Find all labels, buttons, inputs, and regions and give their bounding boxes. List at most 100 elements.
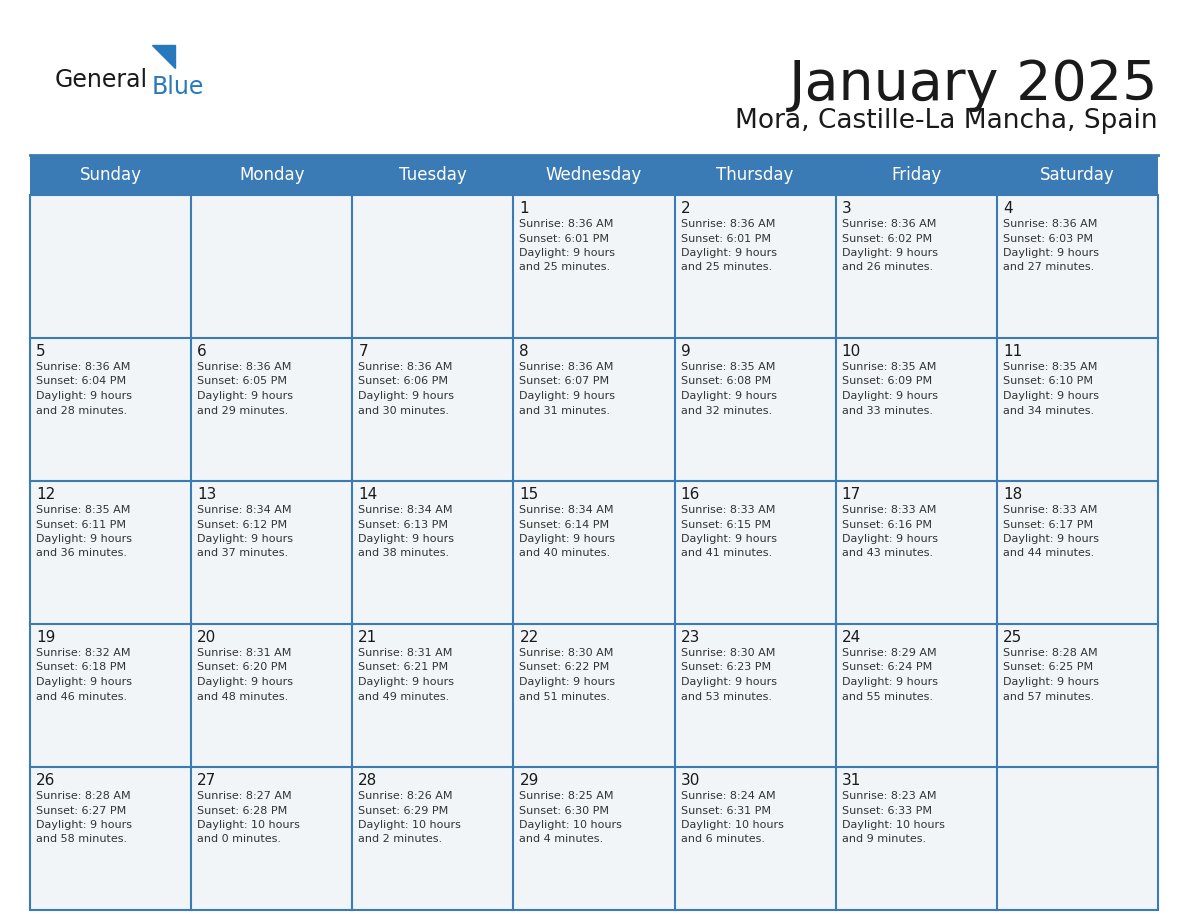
- Text: Sunset: 6:08 PM: Sunset: 6:08 PM: [681, 376, 771, 386]
- Bar: [353, 624, 513, 767]
- Text: Daylight: 10 hours: Daylight: 10 hours: [842, 820, 944, 830]
- Text: Sunset: 6:14 PM: Sunset: 6:14 PM: [519, 520, 609, 530]
- Text: 15: 15: [519, 487, 538, 502]
- Text: Sunrise: 8:32 AM: Sunrise: 8:32 AM: [36, 648, 131, 658]
- Text: Sunrise: 8:30 AM: Sunrise: 8:30 AM: [519, 648, 614, 658]
- Text: 24: 24: [842, 630, 861, 645]
- Bar: [513, 624, 675, 767]
- Text: Daylight: 9 hours: Daylight: 9 hours: [359, 677, 454, 687]
- Text: 20: 20: [197, 630, 216, 645]
- Text: 19: 19: [36, 630, 56, 645]
- Text: and 25 minutes.: and 25 minutes.: [519, 263, 611, 273]
- Text: Sunrise: 8:36 AM: Sunrise: 8:36 AM: [359, 362, 453, 372]
- Text: 17: 17: [842, 487, 861, 502]
- Bar: [30, 195, 1158, 910]
- Bar: [30, 155, 1158, 195]
- Text: Daylight: 9 hours: Daylight: 9 hours: [842, 391, 937, 401]
- Text: and 37 minutes.: and 37 minutes.: [197, 548, 289, 558]
- Text: Blue: Blue: [152, 75, 204, 99]
- Text: Sunrise: 8:36 AM: Sunrise: 8:36 AM: [681, 219, 775, 229]
- Text: Daylight: 9 hours: Daylight: 9 hours: [681, 677, 777, 687]
- Text: Daylight: 9 hours: Daylight: 9 hours: [197, 391, 293, 401]
- Text: Sunset: 6:07 PM: Sunset: 6:07 PM: [519, 376, 609, 386]
- Text: Sunset: 6:10 PM: Sunset: 6:10 PM: [1003, 376, 1093, 386]
- Bar: [191, 767, 353, 910]
- Bar: [835, 767, 997, 910]
- Bar: [513, 767, 675, 910]
- Text: Sunrise: 8:27 AM: Sunrise: 8:27 AM: [197, 791, 292, 801]
- Text: and 6 minutes.: and 6 minutes.: [681, 834, 765, 845]
- Text: Thursday: Thursday: [716, 166, 794, 184]
- Bar: [675, 481, 835, 624]
- Text: Sunset: 6:13 PM: Sunset: 6:13 PM: [359, 520, 448, 530]
- Text: Sunrise: 8:35 AM: Sunrise: 8:35 AM: [36, 505, 131, 515]
- Text: 27: 27: [197, 773, 216, 788]
- Text: Daylight: 9 hours: Daylight: 9 hours: [519, 677, 615, 687]
- Text: Daylight: 9 hours: Daylight: 9 hours: [359, 534, 454, 544]
- Text: Sunrise: 8:35 AM: Sunrise: 8:35 AM: [1003, 362, 1098, 372]
- Text: Sunrise: 8:36 AM: Sunrise: 8:36 AM: [36, 362, 131, 372]
- Polygon shape: [152, 45, 175, 68]
- Text: 3: 3: [842, 201, 852, 216]
- Bar: [675, 624, 835, 767]
- Bar: [353, 338, 513, 481]
- Text: Wednesday: Wednesday: [545, 166, 643, 184]
- Text: Sunrise: 8:24 AM: Sunrise: 8:24 AM: [681, 791, 776, 801]
- Text: Daylight: 9 hours: Daylight: 9 hours: [36, 820, 132, 830]
- Bar: [835, 481, 997, 624]
- Text: and 57 minutes.: and 57 minutes.: [1003, 691, 1094, 701]
- Text: General: General: [55, 68, 148, 92]
- Text: Daylight: 9 hours: Daylight: 9 hours: [1003, 391, 1099, 401]
- Text: and 43 minutes.: and 43 minutes.: [842, 548, 933, 558]
- Bar: [997, 767, 1158, 910]
- Text: Daylight: 9 hours: Daylight: 9 hours: [681, 391, 777, 401]
- Text: Sunset: 6:03 PM: Sunset: 6:03 PM: [1003, 233, 1093, 243]
- Text: Daylight: 9 hours: Daylight: 9 hours: [1003, 534, 1099, 544]
- Text: 12: 12: [36, 487, 56, 502]
- Text: 16: 16: [681, 487, 700, 502]
- Text: Daylight: 9 hours: Daylight: 9 hours: [681, 534, 777, 544]
- Bar: [513, 195, 675, 338]
- Bar: [353, 195, 513, 338]
- Text: Sunset: 6:30 PM: Sunset: 6:30 PM: [519, 805, 609, 815]
- Text: and 25 minutes.: and 25 minutes.: [681, 263, 772, 273]
- Text: and 58 minutes.: and 58 minutes.: [36, 834, 127, 845]
- Text: Daylight: 9 hours: Daylight: 9 hours: [842, 248, 937, 258]
- Text: Sunset: 6:05 PM: Sunset: 6:05 PM: [197, 376, 287, 386]
- Text: Sunrise: 8:28 AM: Sunrise: 8:28 AM: [36, 791, 131, 801]
- Text: Sunrise: 8:36 AM: Sunrise: 8:36 AM: [519, 219, 614, 229]
- Text: Sunset: 6:16 PM: Sunset: 6:16 PM: [842, 520, 931, 530]
- Bar: [30, 624, 191, 767]
- Text: Sunrise: 8:28 AM: Sunrise: 8:28 AM: [1003, 648, 1098, 658]
- Text: Daylight: 9 hours: Daylight: 9 hours: [197, 677, 293, 687]
- Text: Daylight: 10 hours: Daylight: 10 hours: [359, 820, 461, 830]
- Text: and 55 minutes.: and 55 minutes.: [842, 691, 933, 701]
- Bar: [997, 338, 1158, 481]
- Text: 5: 5: [36, 344, 45, 359]
- Text: Sunrise: 8:25 AM: Sunrise: 8:25 AM: [519, 791, 614, 801]
- Text: and 33 minutes.: and 33 minutes.: [842, 406, 933, 416]
- Text: Daylight: 9 hours: Daylight: 9 hours: [519, 534, 615, 544]
- Text: 8: 8: [519, 344, 529, 359]
- Text: 11: 11: [1003, 344, 1022, 359]
- Text: 7: 7: [359, 344, 368, 359]
- Text: Sunrise: 8:36 AM: Sunrise: 8:36 AM: [519, 362, 614, 372]
- Text: Sunset: 6:04 PM: Sunset: 6:04 PM: [36, 376, 126, 386]
- Text: 2: 2: [681, 201, 690, 216]
- Text: Sunset: 6:15 PM: Sunset: 6:15 PM: [681, 520, 771, 530]
- Text: 18: 18: [1003, 487, 1022, 502]
- Bar: [835, 195, 997, 338]
- Text: Sunset: 6:31 PM: Sunset: 6:31 PM: [681, 805, 771, 815]
- Text: 10: 10: [842, 344, 861, 359]
- Bar: [353, 481, 513, 624]
- Text: and 30 minutes.: and 30 minutes.: [359, 406, 449, 416]
- Bar: [30, 195, 191, 338]
- Text: and 27 minutes.: and 27 minutes.: [1003, 263, 1094, 273]
- Text: Sunset: 6:29 PM: Sunset: 6:29 PM: [359, 805, 449, 815]
- Text: Sunrise: 8:33 AM: Sunrise: 8:33 AM: [1003, 505, 1098, 515]
- Text: 26: 26: [36, 773, 56, 788]
- Text: Daylight: 9 hours: Daylight: 9 hours: [1003, 677, 1099, 687]
- Bar: [191, 195, 353, 338]
- Text: Daylight: 9 hours: Daylight: 9 hours: [36, 677, 132, 687]
- Text: Sunset: 6:24 PM: Sunset: 6:24 PM: [842, 663, 931, 673]
